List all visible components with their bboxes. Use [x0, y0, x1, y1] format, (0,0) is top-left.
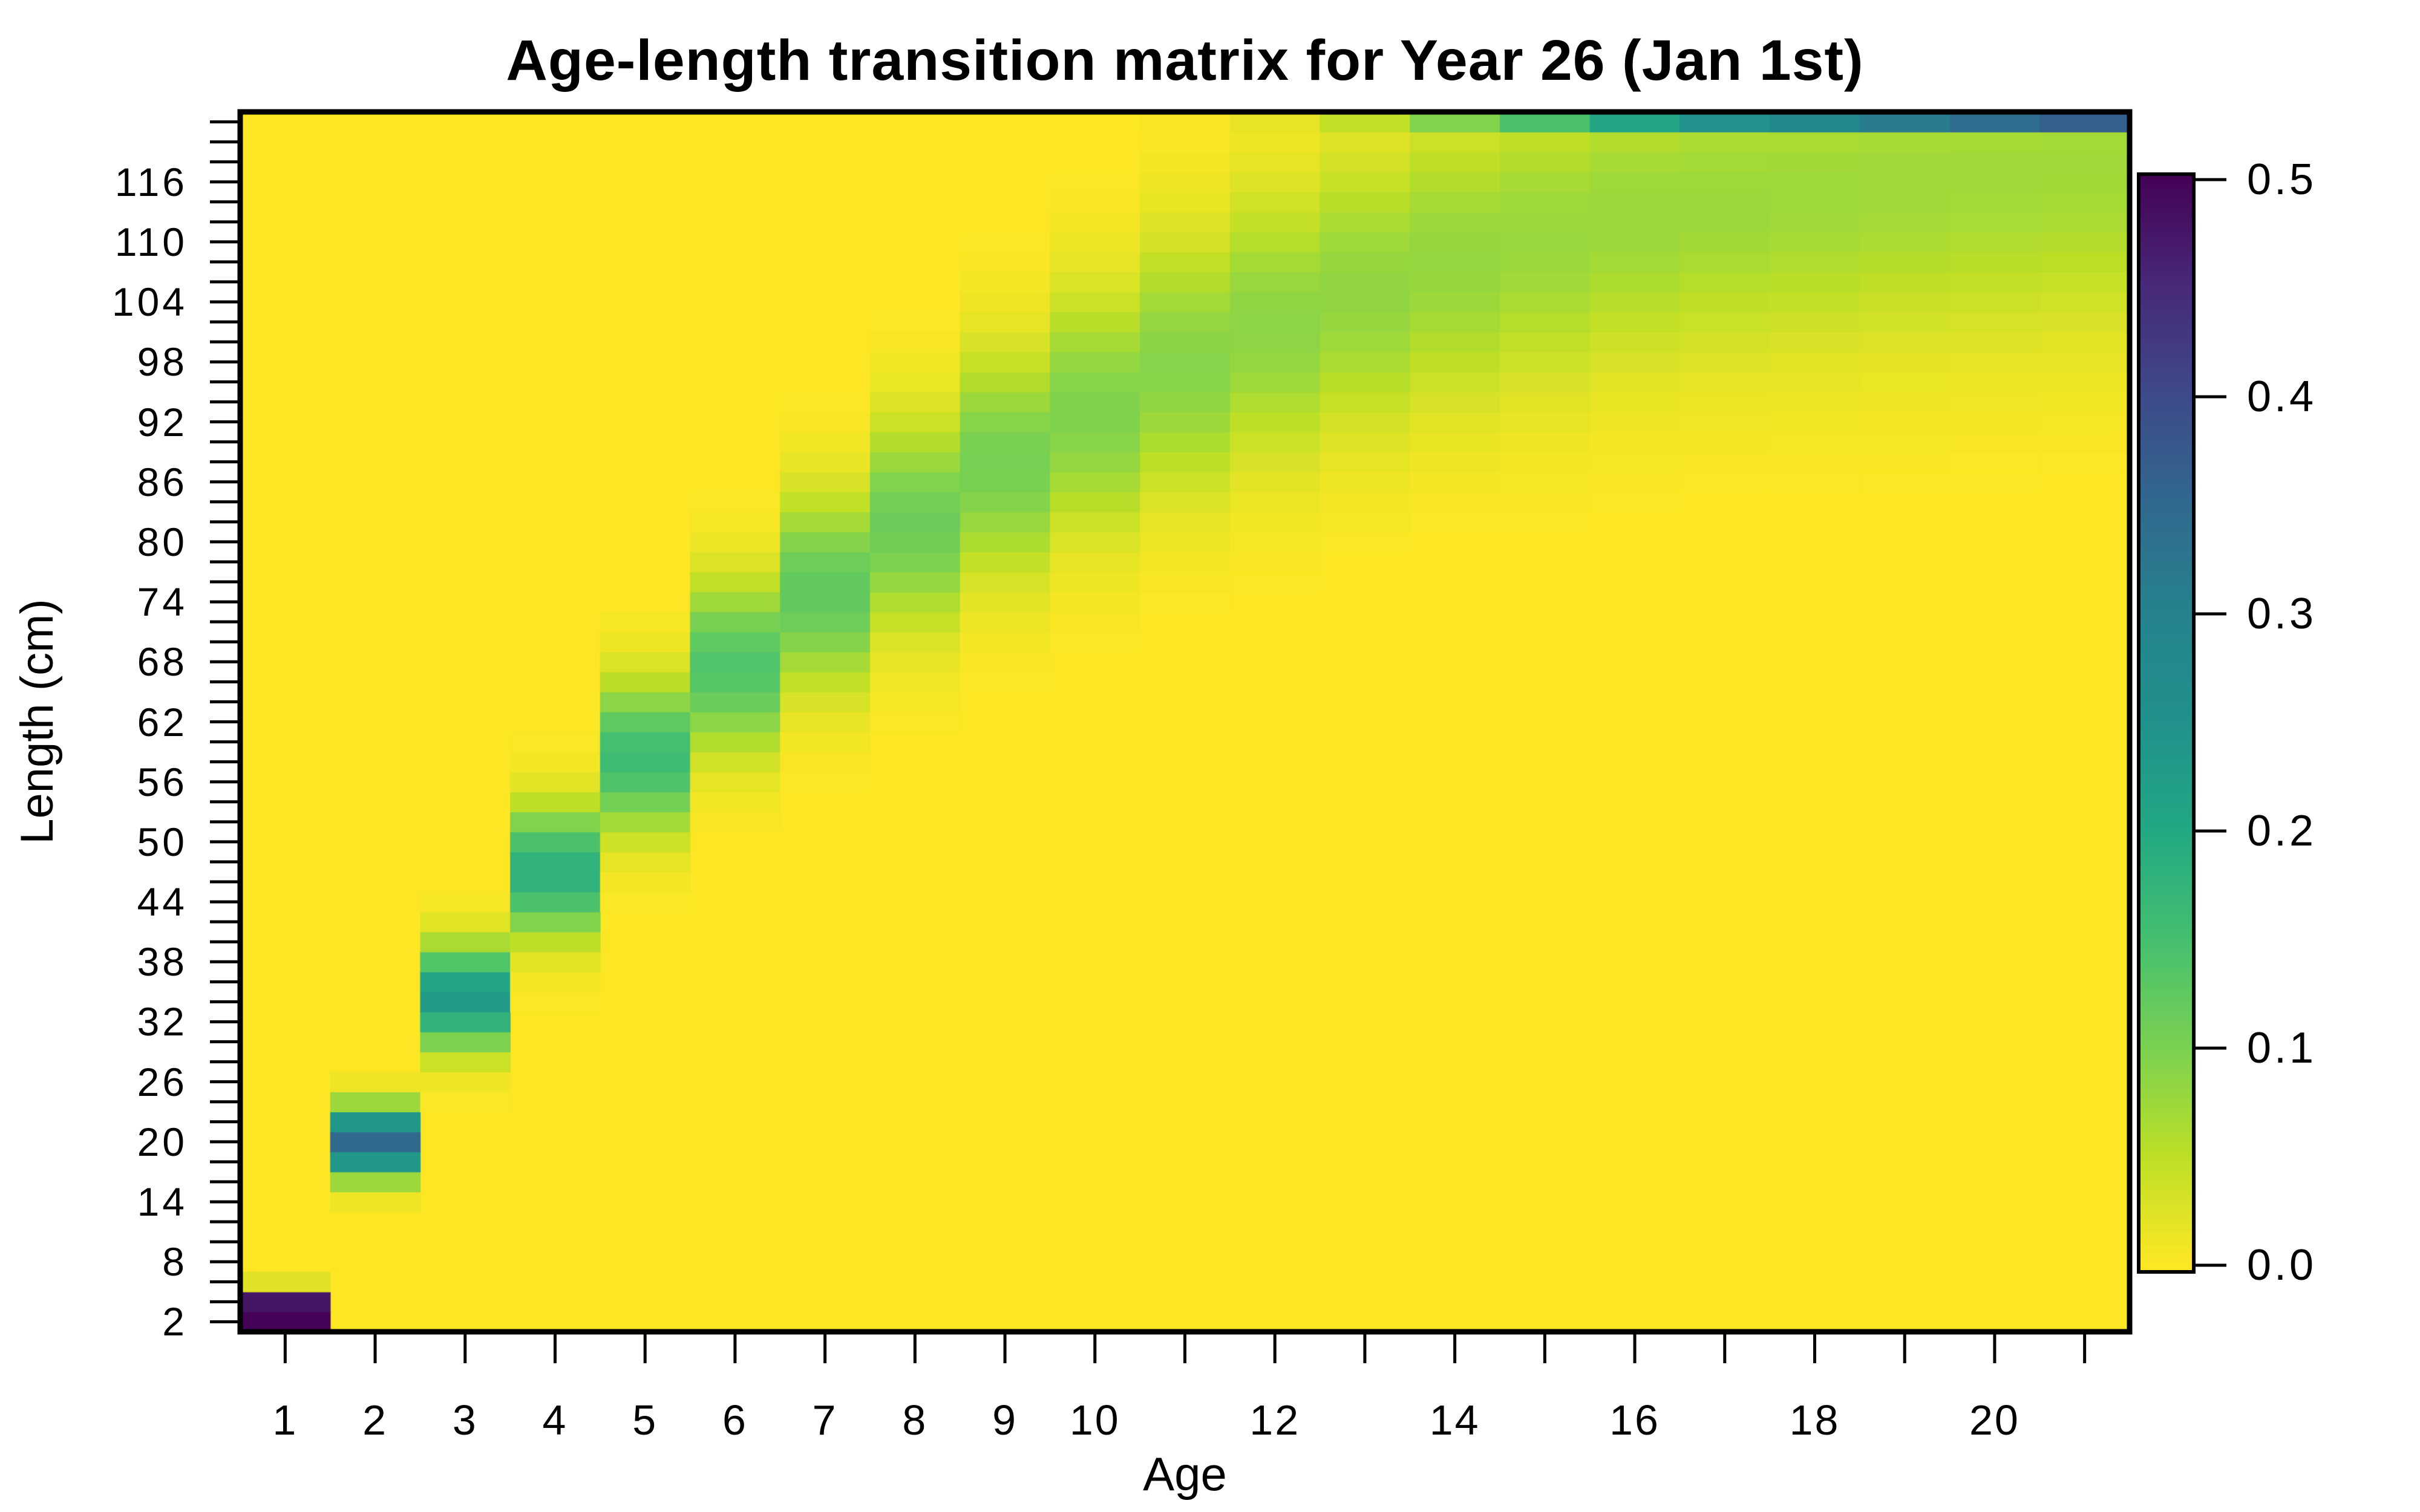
x-tick-label: 14: [1429, 1396, 1480, 1444]
colorbar-tick-label: 0.2: [2247, 807, 2317, 855]
y-tick-label: 50: [137, 819, 188, 864]
y-tick-label: 20: [137, 1119, 188, 1164]
y-tick-label: 14: [137, 1179, 188, 1225]
y-tick-label: 104: [111, 279, 188, 325]
y-tick-label: 26: [137, 1059, 188, 1104]
x-tick-label: 6: [722, 1396, 748, 1444]
x-tick-label: 18: [1789, 1396, 1840, 1444]
y-tick-label: 98: [137, 339, 188, 385]
y-tick-label: 110: [114, 219, 188, 264]
colorbar-border: [2137, 172, 2196, 1274]
colorbar-tick-label: 0.1: [2247, 1024, 2317, 1072]
x-tick-label: 12: [1249, 1396, 1301, 1444]
plot-border: [237, 109, 2133, 1335]
y-tick-label: 2: [162, 1299, 188, 1344]
x-tick-label: 5: [632, 1396, 658, 1444]
heatmap-matrix: [240, 112, 2130, 1332]
x-tick-label: 7: [812, 1396, 838, 1444]
x-tick-label: 20: [1969, 1396, 2020, 1444]
x-tick-label: 8: [902, 1396, 928, 1444]
y-tick-label: 92: [137, 399, 188, 445]
y-tick-label: 68: [137, 639, 188, 685]
x-tick-label: 3: [452, 1396, 478, 1444]
colorbar-tick-label: 0.3: [2247, 590, 2317, 638]
y-axis-ticks: [210, 120, 240, 1323]
y-tick-label: 80: [137, 519, 188, 564]
x-tick-label: 4: [542, 1396, 568, 1444]
x-tick-label: 10: [1069, 1396, 1120, 1444]
x-tick-label: 1: [272, 1396, 298, 1444]
x-tick-label: 9: [992, 1396, 1018, 1444]
y-tick-label: 8: [162, 1239, 188, 1285]
colorbar-tick-label: 0.4: [2247, 373, 2317, 421]
chart-title: Age-length transition matrix for Year 26…: [506, 28, 1864, 93]
y-tick-label: 32: [137, 999, 188, 1044]
y-tick-label: 74: [137, 579, 188, 625]
x-tick-label: 16: [1609, 1396, 1660, 1444]
x-axis-ticks: [283, 1332, 2087, 1363]
colorbar-gradient: [2139, 174, 2194, 1272]
y-tick-label: 44: [137, 879, 188, 925]
x-axis-title: Age: [1143, 1447, 1227, 1501]
y-tick-label: 56: [137, 759, 188, 804]
y-tick-label: 62: [137, 699, 188, 745]
colorbar-ticks: [2194, 178, 2226, 1267]
y-tick-label: 116: [114, 159, 188, 204]
colorbar-tick-label: 0.0: [2247, 1241, 2317, 1289]
y-tick-label: 38: [137, 939, 188, 985]
colorbar-tick-label: 0.5: [2247, 155, 2317, 204]
y-tick-label: 86: [137, 459, 188, 504]
x-tick-label: 2: [362, 1396, 388, 1444]
